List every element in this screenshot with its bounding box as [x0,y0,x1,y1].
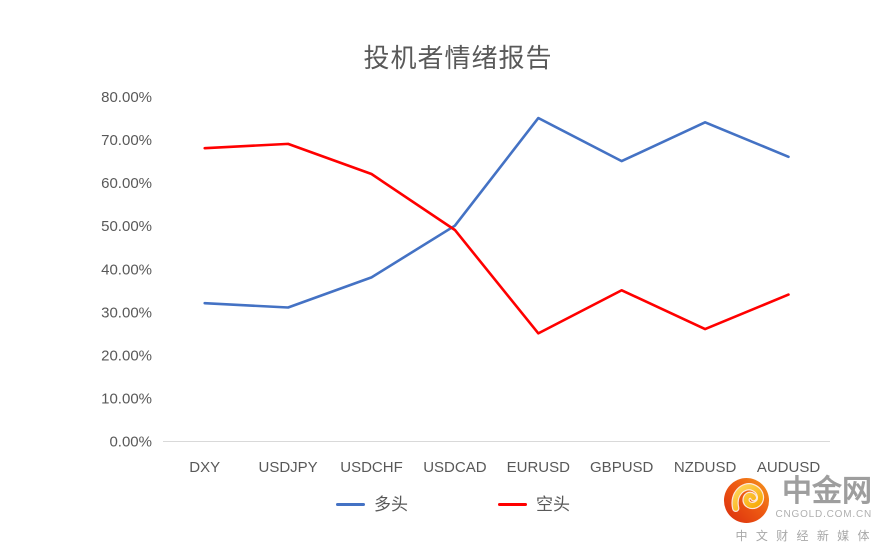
x-tick-label: USDCAD [423,459,487,476]
x-tick-label: NZDUSD [674,459,737,476]
legend-label-long: 多头 [374,495,408,514]
logo-domain-text: CNGOLD.COM.CN [775,509,872,520]
short-series-line-marker [498,503,527,506]
series-line-多头 [203,116,790,309]
long-series-line-marker [336,503,365,506]
x-tick-label: USDJPY [259,459,318,476]
y-tick-label: 30.00% [101,304,152,321]
logo-tagline-text: 中 文 财 经 新 媒 体 [735,529,872,543]
chart-title: 投机者情绪报告 [363,43,553,73]
y-tick-label: 10.00% [101,390,152,407]
x-tick-label: GBPUSD [590,459,654,476]
y-tick-label: 80.00% [101,89,152,106]
chart-legend: 多头 空头 [20,496,886,513]
series-line-空头 [203,142,790,335]
legend-label-short: 空头 [536,495,570,514]
y-tick-label: 50.00% [101,218,152,235]
legend-item-long: 多头 [336,496,408,513]
cngold-logo: 中金网 CNGOLD.COM.CN 中 文 财 经 新 媒 体 [723,477,872,544]
logo-brand-text: 中金网 [782,475,872,508]
y-tick-label: 70.00% [101,132,152,149]
x-tick-label: AUDUSD [757,459,821,476]
y-tick-label: 0.00% [109,434,152,451]
x-tick-label: DXY [189,459,220,476]
legend-item-short: 空头 [498,496,570,513]
x-tick-label: EURUSD [507,459,571,476]
cngold-cloud-icon [724,477,770,524]
y-tick-label: 60.00% [101,175,152,192]
x-tick-label: USDCHF [340,459,403,476]
y-tick-label: 20.00% [101,347,152,364]
y-tick-label: 40.00% [101,261,152,278]
